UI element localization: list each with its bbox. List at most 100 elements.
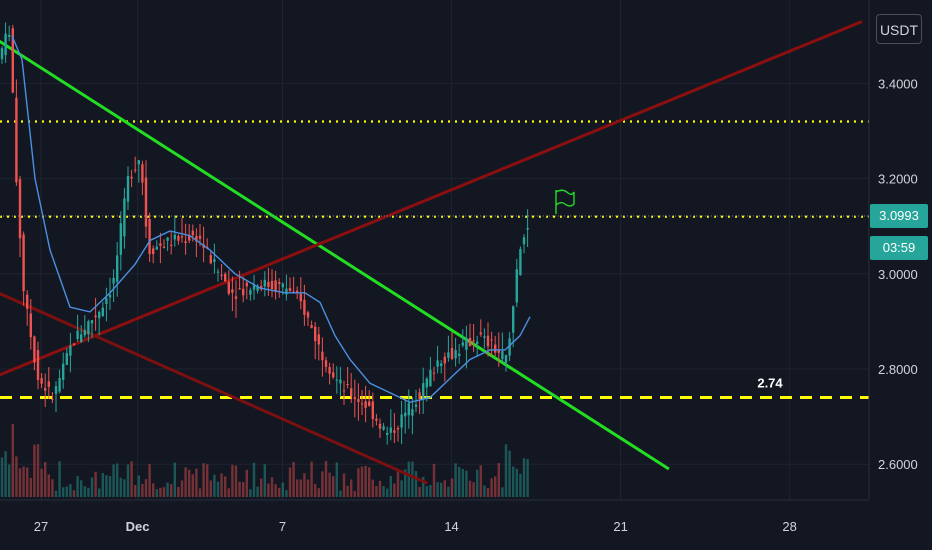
candle-body bbox=[526, 227, 529, 230]
volume-bar bbox=[418, 486, 421, 497]
candle-body bbox=[152, 248, 155, 255]
volume-bar bbox=[213, 474, 216, 497]
volume-bar bbox=[400, 480, 403, 497]
volume-bar bbox=[508, 450, 511, 497]
horizontal-levels bbox=[0, 120, 869, 400]
candle-body bbox=[364, 401, 367, 408]
candle-body bbox=[296, 290, 299, 294]
volume-bar bbox=[501, 487, 504, 497]
candle-body bbox=[245, 282, 248, 287]
candle-body bbox=[486, 335, 490, 347]
volume-bar bbox=[494, 476, 497, 497]
volume-bar bbox=[148, 464, 151, 497]
volume-bar bbox=[310, 461, 313, 497]
volume-bar bbox=[292, 462, 295, 497]
candle-body bbox=[497, 350, 500, 353]
candle-body bbox=[375, 418, 378, 421]
candle-body bbox=[8, 35, 11, 37]
volume-bar bbox=[159, 487, 162, 497]
volume-bar bbox=[411, 461, 414, 497]
volume-bar bbox=[90, 477, 94, 497]
volume-bar bbox=[443, 480, 446, 497]
candle-body bbox=[396, 428, 400, 430]
volume-bar bbox=[404, 469, 407, 497]
volume-bar bbox=[389, 475, 392, 497]
candle-body bbox=[58, 378, 61, 392]
volume-bar bbox=[497, 463, 500, 497]
volume-bar bbox=[512, 466, 515, 497]
candle-body bbox=[299, 293, 302, 302]
candle-body bbox=[490, 339, 493, 341]
volume-bar bbox=[144, 479, 148, 497]
candle-body bbox=[191, 230, 194, 236]
candle-body bbox=[126, 175, 130, 202]
volume-bar bbox=[170, 484, 173, 497]
volume-bar bbox=[33, 444, 36, 497]
candle-body bbox=[144, 177, 148, 227]
volume-bar bbox=[166, 482, 169, 497]
candle-body bbox=[238, 288, 241, 290]
candle-body bbox=[461, 342, 464, 346]
candle-body bbox=[11, 28, 14, 93]
candle-body bbox=[256, 285, 259, 291]
flag-marker-icon[interactable] bbox=[555, 189, 575, 214]
volume-bar bbox=[69, 484, 72, 497]
candle-body bbox=[436, 360, 439, 367]
candle-body bbox=[303, 299, 306, 315]
candlesticks[interactable] bbox=[0, 22, 529, 445]
volume-bar bbox=[58, 461, 61, 497]
candle-body bbox=[324, 360, 328, 367]
candle-body bbox=[418, 392, 421, 399]
candle-body bbox=[4, 33, 7, 56]
candle-body bbox=[36, 350, 40, 380]
volume-bar bbox=[490, 478, 493, 497]
volume-bar bbox=[360, 466, 364, 497]
volume-bar bbox=[317, 488, 320, 497]
volume-bar bbox=[368, 467, 371, 497]
volume-bar bbox=[126, 464, 130, 497]
candle-body bbox=[508, 338, 511, 356]
candle-body bbox=[112, 277, 115, 284]
volume-bar bbox=[137, 475, 140, 497]
volume-bar bbox=[141, 484, 144, 497]
candle-body bbox=[159, 243, 162, 246]
y-tick-label: 3.0000 bbox=[878, 267, 918, 282]
volume-bar bbox=[0, 457, 4, 497]
volume-bar bbox=[267, 483, 270, 497]
candle-body bbox=[465, 337, 468, 350]
volume-bar bbox=[44, 461, 47, 497]
volume-bar bbox=[458, 466, 461, 497]
candle-body bbox=[468, 337, 472, 347]
volume-bar bbox=[15, 456, 18, 497]
volume-bar bbox=[303, 473, 306, 497]
candle-body bbox=[400, 414, 403, 428]
volume-bar bbox=[270, 477, 274, 497]
volume-bar bbox=[4, 451, 7, 497]
candle-body bbox=[429, 369, 432, 387]
candle-body bbox=[515, 269, 518, 303]
candle-body bbox=[382, 426, 385, 430]
candle-body bbox=[148, 219, 151, 255]
volume-bar bbox=[465, 470, 468, 497]
volume-bar bbox=[299, 479, 302, 497]
candle-body bbox=[87, 321, 90, 335]
candle-body bbox=[76, 330, 79, 339]
candle-body bbox=[443, 356, 446, 364]
candle-body bbox=[231, 289, 234, 293]
candle-body bbox=[404, 412, 407, 417]
x-tick-label: 14 bbox=[444, 519, 458, 534]
volume-bar bbox=[519, 473, 522, 497]
currency-button[interactable]: USDT bbox=[876, 14, 922, 44]
volume-bar bbox=[306, 479, 310, 497]
moving-average-line bbox=[11, 35, 531, 404]
candle-body bbox=[350, 388, 353, 397]
candle-body bbox=[123, 198, 126, 237]
candle-body bbox=[184, 241, 187, 243]
candle-body bbox=[65, 353, 68, 365]
candle-body bbox=[494, 344, 497, 353]
volume-bar bbox=[526, 459, 529, 497]
candle-body bbox=[386, 432, 389, 435]
volume-bar bbox=[375, 486, 378, 497]
candle-body bbox=[51, 398, 54, 400]
